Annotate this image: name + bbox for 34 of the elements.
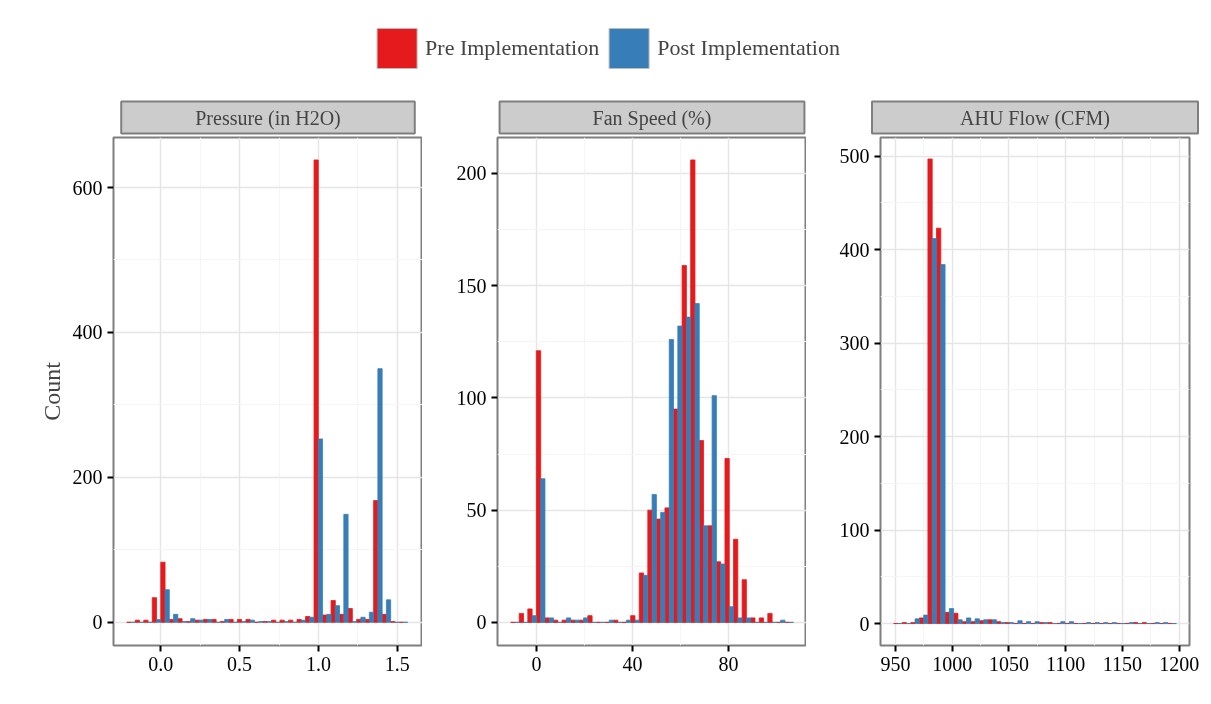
y-tick-label: 600 bbox=[72, 176, 103, 199]
y-tick-label: 200 bbox=[456, 162, 487, 185]
chart-title: Fan Speed (%) bbox=[592, 106, 712, 130]
y-tick-label: 400 bbox=[72, 321, 103, 344]
y-tick-label: 0 bbox=[476, 611, 487, 634]
x-tick-label: 1100 bbox=[1046, 652, 1086, 675]
y-tick-label: 50 bbox=[466, 499, 487, 522]
x-tick-label: 1150 bbox=[1102, 652, 1143, 675]
x-tick-label: 1050 bbox=[988, 652, 1029, 675]
x-tick-label: 1.0 bbox=[305, 652, 331, 675]
y-tick-label: 0 bbox=[859, 612, 870, 635]
y-tick-label: 300 bbox=[839, 332, 870, 355]
legend-label: Pre Implementation bbox=[425, 34, 600, 61]
x-tick-label: 1.5 bbox=[384, 652, 410, 675]
y-tick-label: 200 bbox=[72, 466, 103, 489]
y-tick-label: 500 bbox=[839, 145, 870, 168]
y-axis-title: Count bbox=[38, 361, 65, 421]
chart-title: Pressure (in H2O) bbox=[195, 106, 341, 130]
y-tick-label: 400 bbox=[839, 238, 870, 261]
legend-label: Post Implementation bbox=[657, 34, 840, 61]
y-tick-label: 100 bbox=[839, 519, 870, 542]
x-tick-label: 0.0 bbox=[148, 652, 174, 675]
y-tick-label: 150 bbox=[456, 274, 487, 297]
x-tick-label: 40 bbox=[622, 652, 643, 675]
x-tick-label: 80 bbox=[718, 652, 739, 675]
y-tick-label: 100 bbox=[456, 386, 487, 409]
y-tick-label: 200 bbox=[839, 425, 870, 448]
chart-title: AHU Flow (CFM) bbox=[959, 106, 1111, 130]
x-tick-label: 1000 bbox=[932, 652, 973, 675]
x-tick-label: 950 bbox=[880, 652, 911, 675]
x-tick-label: 0.5 bbox=[227, 652, 253, 675]
y-tick-label: 0 bbox=[92, 611, 103, 634]
x-tick-label: 0 bbox=[531, 652, 542, 675]
x-tick-label: 1200 bbox=[1159, 652, 1200, 675]
